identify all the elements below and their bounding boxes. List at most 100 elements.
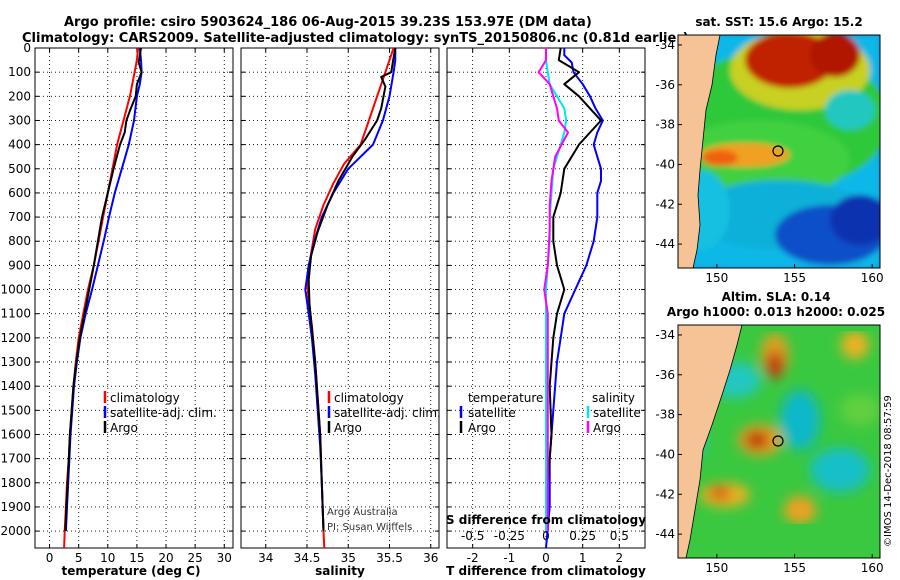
salinity-series-climatology bbox=[306, 48, 395, 548]
map-ticks-layer: 150 155 160 -34 -36 -38 -40 -42 -44 150 155 160 -34 -… bbox=[655, 38, 883, 575]
map-y-tick-label: -36 bbox=[655, 78, 675, 92]
legend-title-temperature: temperature bbox=[468, 391, 543, 405]
sst-map bbox=[678, 35, 880, 268]
x-tick-label: 25 bbox=[188, 551, 203, 565]
header-line-1: Argo profile: csiro 5903624_186 06-Aug-2… bbox=[64, 15, 592, 30]
sst-float-marker bbox=[772, 145, 784, 157]
x-tick-label: 0 bbox=[46, 551, 54, 565]
depth-tick-label: 300 bbox=[8, 113, 31, 127]
x-tick-label: 30 bbox=[217, 551, 232, 565]
map-x-tick-label: 150 bbox=[705, 561, 728, 575]
legend-label-satellite: satellite-adj. clim. bbox=[334, 406, 441, 420]
difference-series-group bbox=[537, 48, 604, 548]
sla-map-frame bbox=[677, 324, 881, 559]
sst-field bbox=[678, 35, 880, 268]
difference-series-temperature-argo bbox=[546, 48, 602, 532]
legend-label-satellite: satellite-adj. clim. bbox=[110, 406, 217, 420]
x-tick-label: 35 bbox=[341, 551, 356, 565]
temperature-legend: climatology satellite-adj. clim. Argo bbox=[103, 391, 217, 435]
x-tick-label: 1 bbox=[579, 551, 587, 565]
map-y-tick-label: -36 bbox=[655, 368, 675, 382]
depth-tick-label: 100 bbox=[8, 65, 31, 79]
sla-map bbox=[678, 325, 880, 558]
map-y-tick-label: -42 bbox=[655, 487, 675, 501]
sst-map-title: sat. SST: 15.6 Argo: 15.2 bbox=[695, 15, 862, 29]
lines-layer bbox=[63, 48, 604, 548]
legend-label-sal-satellite: satellite bbox=[593, 406, 641, 420]
legend-label-argo: Argo bbox=[110, 421, 138, 435]
map-y-tick-label: -44 bbox=[655, 237, 675, 251]
ticks-layer: 0100200300400500600700800900100011001200… bbox=[0, 41, 645, 565]
legend-label-temp-argo: Argo bbox=[468, 421, 496, 435]
credit-line-2: PI: Susan Wijffels bbox=[327, 522, 412, 533]
map-x-tick-label: 160 bbox=[861, 271, 884, 285]
sst-coastline bbox=[692, 35, 721, 268]
depth-tick-label: 1800 bbox=[0, 476, 31, 490]
x-tick-label: 0 bbox=[542, 551, 550, 565]
depth-tick-label: 1400 bbox=[0, 379, 31, 393]
x-tick-label: 34 bbox=[258, 551, 273, 565]
top-x-tick-label: 0 bbox=[542, 529, 550, 543]
map-y-tick-label: -38 bbox=[655, 118, 675, 132]
imos-stamp: ©IMOS 14-Dec-2018 08:57:59 bbox=[883, 395, 894, 547]
map-y-tick-label: -34 bbox=[655, 38, 675, 52]
depth-tick-label: 600 bbox=[8, 186, 31, 200]
temperature-series-argo bbox=[64, 48, 143, 532]
grid-layer bbox=[35, 47, 645, 548]
depth-tick-label: 1500 bbox=[0, 403, 31, 417]
x-tick-label: 15 bbox=[129, 551, 144, 565]
depth-tick-label: 1300 bbox=[0, 355, 31, 369]
depth-tick-label: 1700 bbox=[0, 452, 31, 466]
sst-map-frame bbox=[677, 34, 881, 269]
temperature-xlabel: temperature (deg C) bbox=[62, 564, 201, 578]
salinity-xlabel: salinity bbox=[315, 564, 365, 578]
depth-tick-label: 800 bbox=[8, 234, 31, 248]
difference-series-temperature-satellite bbox=[545, 48, 604, 548]
map-y-tick-label: -34 bbox=[655, 328, 675, 342]
difference-top-xlabel: S difference from climatology bbox=[446, 513, 646, 527]
depth-tick-label: 2000 bbox=[0, 524, 31, 538]
top-x-tick-label: 0.5 bbox=[610, 529, 629, 543]
x-tick-label: -2 bbox=[467, 551, 479, 565]
top-x-tick-label: -0.25 bbox=[494, 529, 525, 543]
depth-tick-label: 1200 bbox=[0, 331, 31, 345]
legend-label-sal-argo: Argo bbox=[593, 421, 621, 435]
depth-tick-label: 1900 bbox=[0, 500, 31, 514]
x-tick-label: 20 bbox=[158, 551, 173, 565]
depth-tick-label: 1100 bbox=[0, 307, 31, 321]
map-y-tick-label: -40 bbox=[655, 447, 675, 461]
sst-land bbox=[678, 35, 720, 268]
x-tick-label: 2 bbox=[616, 551, 624, 565]
difference-legend: temperature salinity satellite Argo sate… bbox=[459, 391, 641, 435]
depth-tick-label: 200 bbox=[8, 89, 31, 103]
salinity-series-argo bbox=[307, 48, 397, 532]
legend-label-climatology: climatology bbox=[110, 391, 180, 405]
legend-label-argo: Argo bbox=[334, 421, 362, 435]
temperature-axes bbox=[34, 47, 234, 549]
depth-tick-label: 500 bbox=[8, 162, 31, 176]
map-y-tick-label: -42 bbox=[655, 197, 675, 211]
x-tick-label: 5 bbox=[75, 551, 83, 565]
header-line-2: Climatology: CARS2009. Satellite-adjuste… bbox=[22, 31, 689, 46]
credit-line-1: Argo Australia bbox=[327, 507, 398, 518]
x-tick-label: 36 bbox=[423, 551, 438, 565]
map-y-tick-label: -44 bbox=[655, 527, 675, 541]
depth-tick-label: 1600 bbox=[0, 427, 31, 441]
sla-map-title-1: Altim. SLA: 0.14 bbox=[722, 290, 831, 304]
map-y-tick-label: -38 bbox=[655, 408, 675, 422]
x-tick-label: 35.5 bbox=[376, 551, 403, 565]
top-x-tick-label: 0.25 bbox=[569, 529, 596, 543]
legend-title-salinity: salinity bbox=[592, 391, 635, 405]
sla-coastline bbox=[685, 325, 743, 558]
temperature-series-group bbox=[63, 48, 143, 548]
sla-land bbox=[678, 325, 742, 558]
top-x-tick-label: -0.5 bbox=[461, 529, 484, 543]
legend-label-climatology: climatology bbox=[334, 391, 404, 405]
depth-tick-label: 400 bbox=[8, 138, 31, 152]
salinity-series-group bbox=[304, 48, 397, 548]
legend-label-temp-satellite: satellite bbox=[468, 406, 516, 420]
map-x-tick-label: 160 bbox=[861, 561, 884, 575]
depth-tick-label: 700 bbox=[8, 210, 31, 224]
sla-float-marker bbox=[772, 435, 784, 447]
